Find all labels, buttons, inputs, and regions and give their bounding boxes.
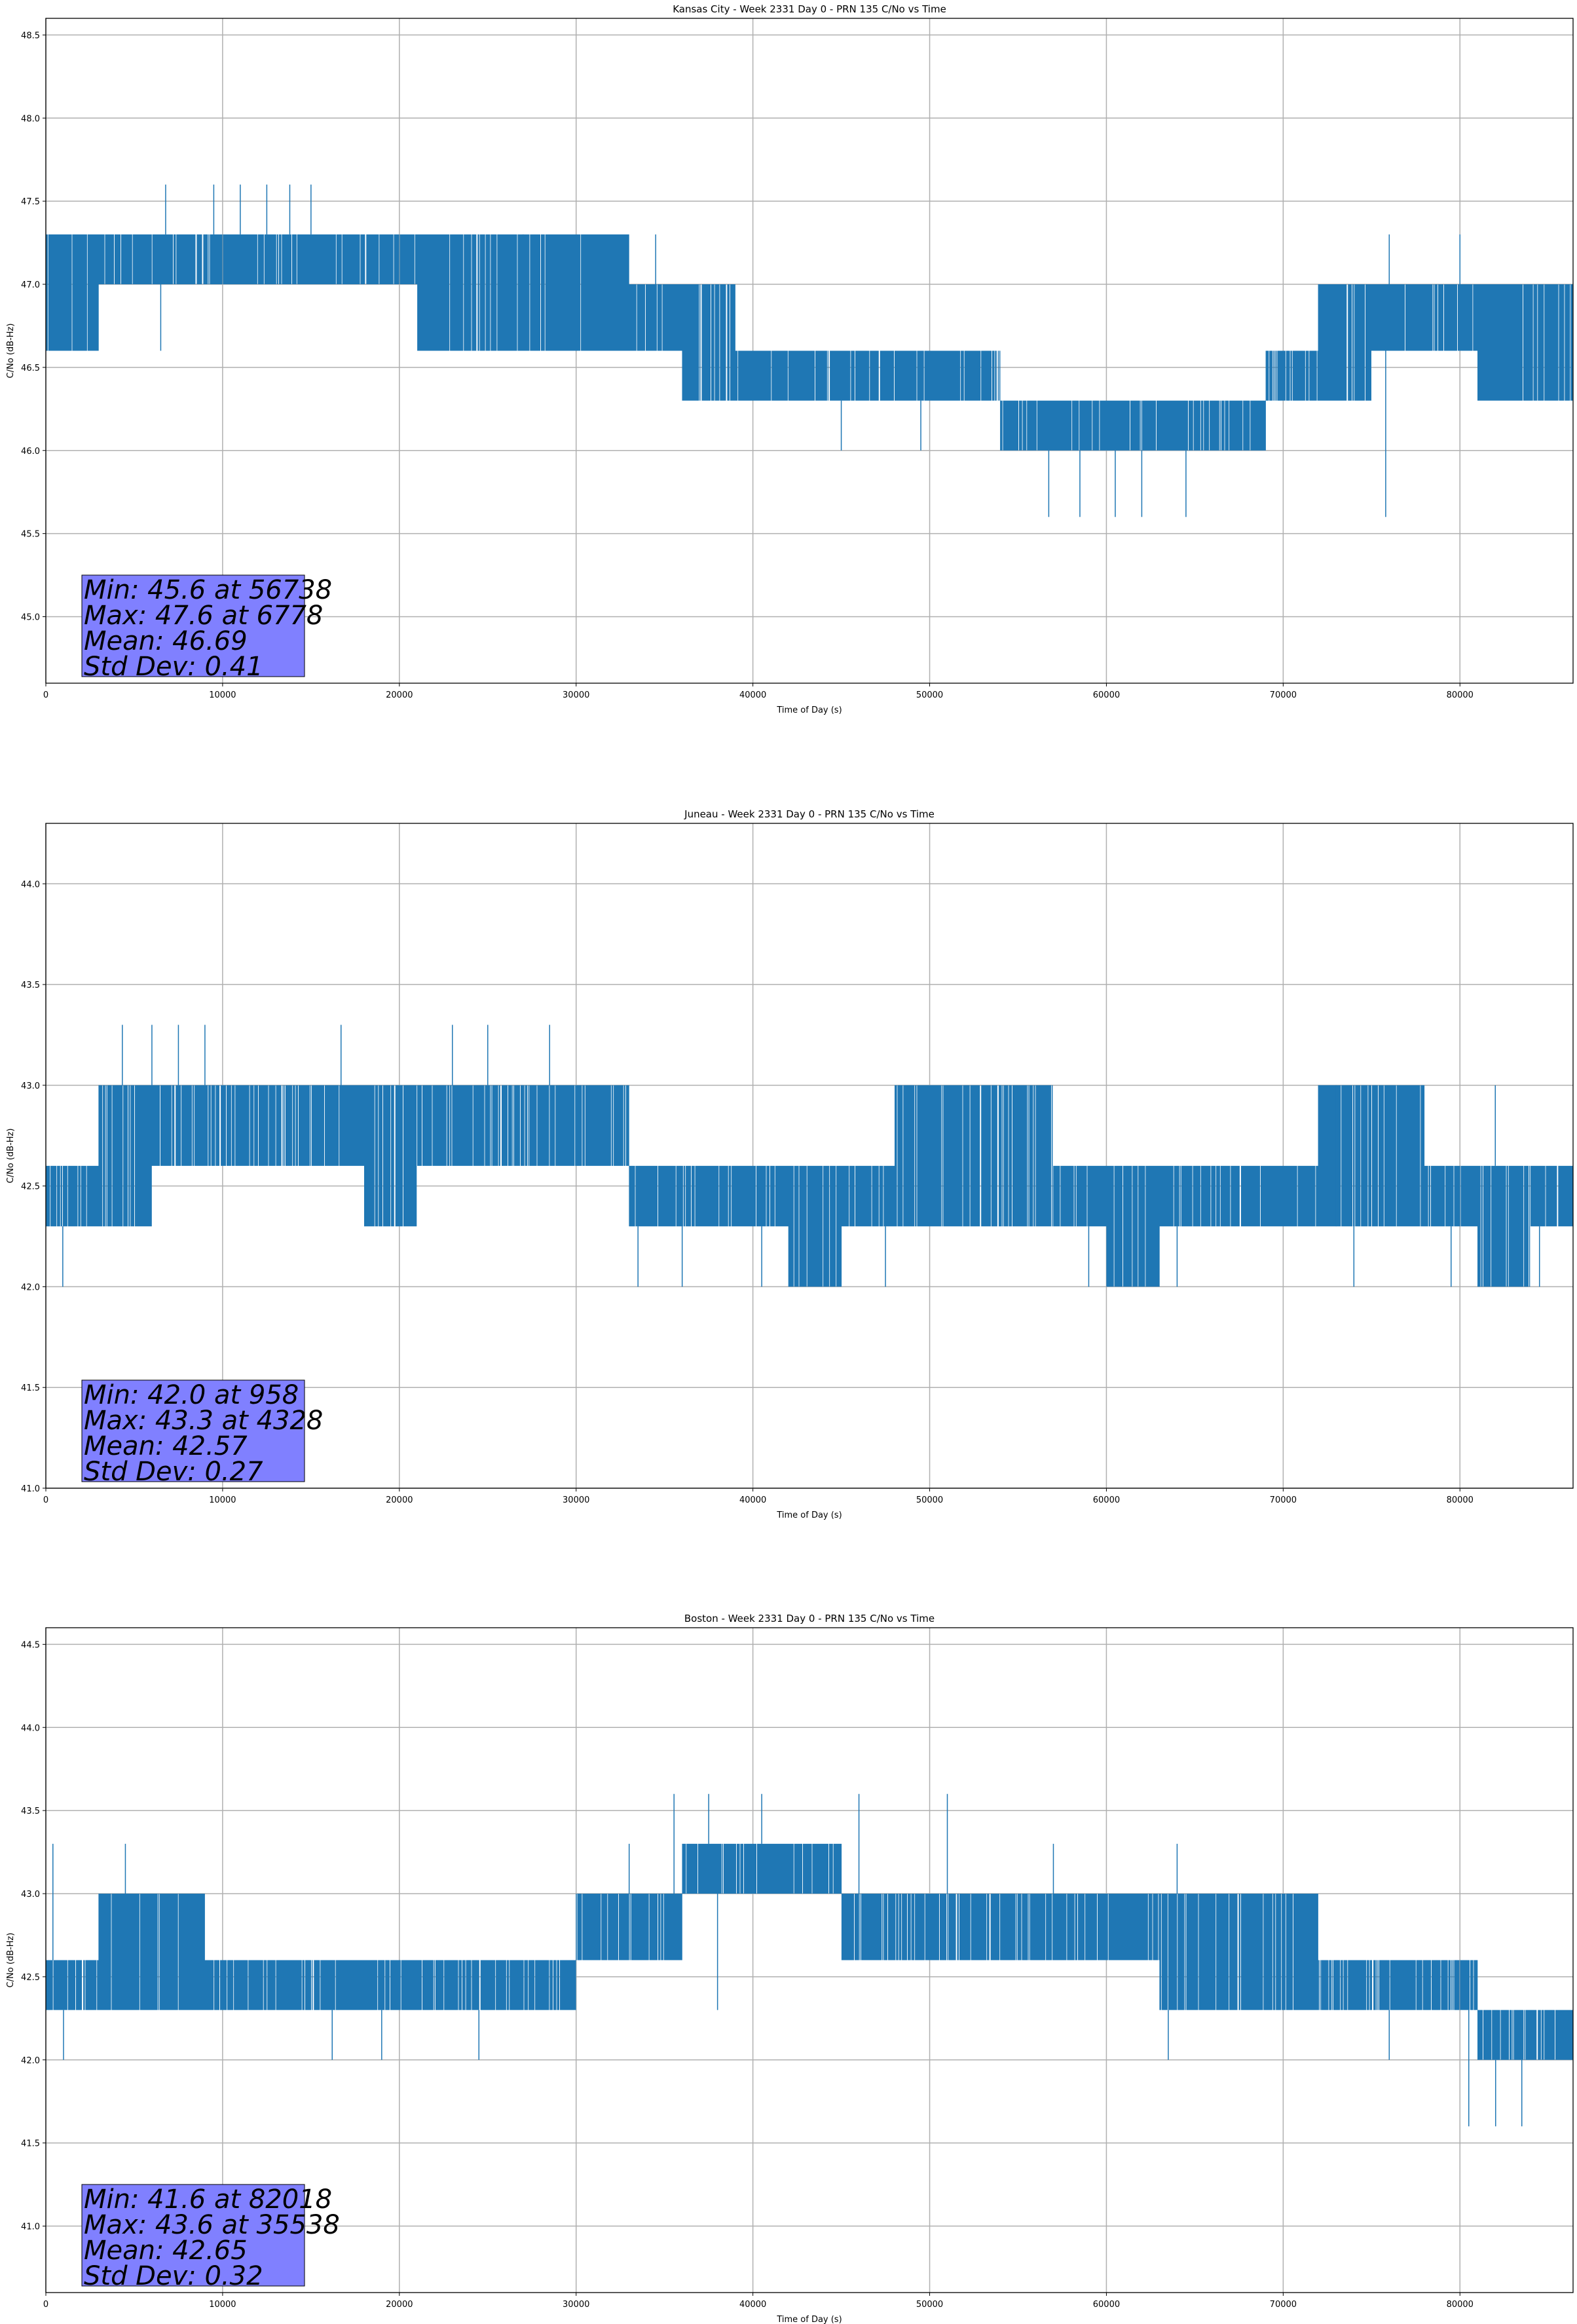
x-tick-label: 80000 — [1447, 690, 1474, 700]
y-tick-label: 45.0 — [21, 613, 40, 623]
stats-box — [81, 2184, 305, 2287]
x-tick-label: 50000 — [916, 1495, 943, 1505]
plot-frame — [45, 823, 1574, 1489]
stats-line: Std Dev: 0.32 — [84, 2261, 263, 2291]
series-band — [46, 1843, 1573, 2060]
y-tick-label: 46.5 — [21, 364, 40, 373]
y-tick-label: 44.0 — [21, 1723, 40, 1733]
stats-line: Min: 45.6 at 56738 — [84, 575, 332, 605]
chart-panel-1: 0 10000 20000 30000 40000 50000 60000 70000 8000… — [6, 3, 1574, 715]
x-tick-label: 30000 — [563, 690, 589, 700]
stats-line: Max: 43.6 at 35538 — [84, 2210, 340, 2240]
chart-title: Boston - Week 2331 Day 0 - PRN 135 C/No … — [684, 1613, 935, 1624]
stats-line: Max: 47.6 at 6778 — [84, 601, 323, 631]
stats-box — [81, 574, 305, 677]
x-tick-label: 40000 — [739, 2300, 766, 2310]
x-tick-label: 60000 — [1093, 2300, 1120, 2310]
y-tick-label: 42.5 — [21, 1973, 40, 1983]
x-tick-label: 20000 — [386, 1495, 413, 1505]
x-tick-label: 10000 — [209, 690, 236, 700]
x-tick-label: 70000 — [1270, 2300, 1297, 2310]
x-axis-label: Time of Day (s) — [776, 2315, 842, 2324]
y-tick-label: 44.5 — [21, 1640, 40, 1650]
x-tick-label: 10000 — [209, 1495, 236, 1505]
plot-frame — [45, 1627, 1574, 2293]
y-tick-label: 42.5 — [21, 1182, 40, 1192]
x-axis-label: Time of Day (s) — [776, 1510, 842, 1520]
y-tick-label: 43.5 — [21, 1807, 40, 1816]
series-group — [46, 184, 1573, 517]
stats-line: Mean: 42.65 — [84, 2236, 248, 2266]
y-axis-label: C/No (dB-Hz) — [6, 1933, 16, 1988]
x-tick-label: 80000 — [1447, 1495, 1474, 1505]
plot-frame — [45, 18, 1574, 684]
y-axis-label: C/No (dB-Hz) — [6, 1129, 16, 1184]
x-tick-label: 0 — [43, 2300, 48, 2310]
chart-panel-2: 0 10000 20000 30000 40000 50000 60000 70000 8000… — [6, 808, 1574, 1520]
y-tick-label: 43.0 — [21, 1081, 40, 1091]
stats-line: Min: 42.0 at 958 — [84, 1380, 299, 1410]
y-tick-label: 41.0 — [21, 1484, 40, 1494]
x-tick-label: 60000 — [1093, 690, 1120, 700]
x-tick-label: 20000 — [386, 2300, 413, 2310]
x-tick-label: 80000 — [1447, 2300, 1474, 2310]
chart-title: Juneau - Week 2331 Day 0 - PRN 135 C/No … — [684, 808, 935, 820]
series-band — [46, 234, 1573, 451]
series-group — [46, 1024, 1573, 1287]
x-tick-label: 0 — [43, 1495, 48, 1505]
x-tick-label: 30000 — [563, 2300, 589, 2310]
y-tick-label: 42.0 — [21, 1283, 40, 1292]
x-tick-label: 70000 — [1270, 1495, 1297, 1505]
y-tick-label: 48.5 — [21, 31, 40, 41]
stats-line: Std Dev: 0.27 — [84, 1457, 263, 1487]
y-tick-label: 41.5 — [21, 1383, 40, 1393]
x-tick-label: 40000 — [739, 1495, 766, 1505]
chart-title: Kansas City - Week 2331 Day 0 - PRN 135 … — [673, 3, 946, 15]
y-tick-label: 41.5 — [21, 2139, 40, 2149]
y-axis-label: C/No (dB-Hz) — [6, 324, 16, 379]
y-tick-label: 43.5 — [21, 981, 40, 990]
x-tick-label: 30000 — [563, 1495, 589, 1505]
x-tick-label: 70000 — [1270, 690, 1297, 700]
y-tick-label: 41.0 — [21, 2222, 40, 2232]
y-tick-label: 48.0 — [21, 114, 40, 124]
series-band — [46, 1085, 1573, 1287]
y-tick-label: 42.0 — [21, 2056, 40, 2066]
y-tick-label: 47.5 — [21, 197, 40, 207]
x-tick-label: 20000 — [386, 690, 413, 700]
x-tick-label: 10000 — [209, 2300, 236, 2310]
y-tick-label: 47.0 — [21, 280, 40, 290]
x-tick-label: 60000 — [1093, 1495, 1120, 1505]
x-axis-label: Time of Day (s) — [776, 705, 842, 715]
y-tick-label: 44.0 — [21, 880, 40, 890]
series-group — [46, 1793, 1573, 2127]
x-tick-label: 50000 — [916, 690, 943, 700]
y-tick-label: 43.0 — [21, 1890, 40, 1900]
stats-line: Mean: 42.57 — [84, 1431, 248, 1461]
stats-line: Mean: 46.69 — [84, 626, 248, 656]
x-tick-label: 0 — [43, 690, 48, 700]
stats-line: Std Dev: 0.41 — [84, 652, 263, 682]
chart-panel-3: 0 10000 20000 30000 40000 50000 60000 70000 8000… — [6, 1613, 1574, 2324]
stats-line: Max: 43.3 at 4328 — [84, 1406, 323, 1436]
y-tick-label: 45.5 — [21, 530, 40, 540]
y-tick-label: 46.0 — [21, 447, 40, 457]
stats-box — [81, 1379, 305, 1482]
x-tick-label: 40000 — [739, 690, 766, 700]
stats-line: Min: 41.6 at 82018 — [84, 2184, 332, 2215]
x-tick-label: 50000 — [916, 2300, 943, 2310]
